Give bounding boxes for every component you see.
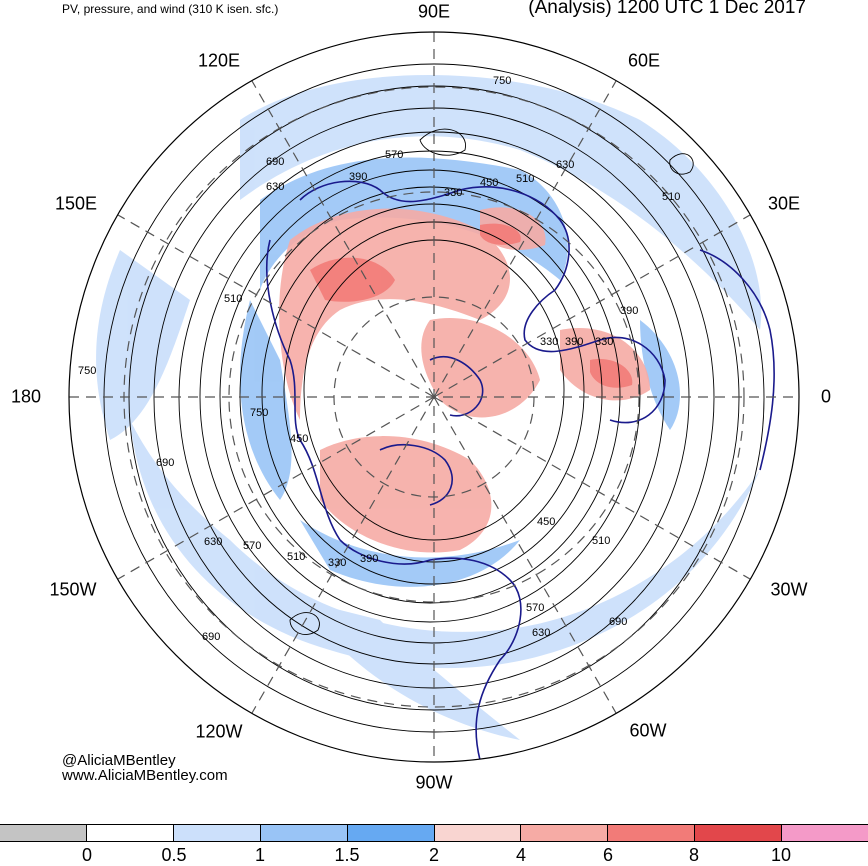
coastlines [265, 180, 775, 761]
colorbar-tick: 0.5 [161, 845, 187, 865]
contour-label: 570 [526, 602, 544, 614]
colorbar-tick: 4 [515, 845, 527, 865]
contour-label: 690 [266, 156, 284, 168]
contour-label: 390 [565, 336, 583, 348]
contour-label: 510 [516, 173, 534, 185]
contour-label: 750 [493, 75, 511, 87]
colorbar-bin [694, 825, 782, 841]
contour-label: 510 [224, 293, 242, 305]
lon-label-90w: 90W [415, 772, 453, 793]
lon-label-150e: 150E [54, 193, 98, 214]
lon-label-30w: 30W [770, 579, 808, 600]
graticule [69, 32, 799, 762]
contour-label: 570 [385, 149, 403, 161]
contour-label: 630 [266, 181, 284, 193]
contour-label: 690 [202, 631, 220, 643]
contour-labels: 750 690 630 390 330 450 510 570 630 510 … [78, 75, 680, 643]
colorbar-bin [172, 825, 260, 841]
map-title: (Analysis) 1200 UTC 1 Dec 2017 [528, 0, 806, 18]
contour-label: 510 [662, 191, 680, 203]
contour-label: 390 [349, 171, 367, 183]
pv-shading-low [96, 75, 762, 740]
colorbar-bin [433, 825, 521, 841]
colorbar [0, 824, 868, 842]
colorbar-tick: 6 [602, 845, 614, 865]
colorbar-bin [781, 825, 868, 841]
lon-label-120e: 120E [197, 50, 241, 71]
contour-label: 630 [556, 159, 574, 171]
contour-label: 570 [243, 540, 261, 552]
contour-label: 690 [156, 457, 174, 469]
contour-label: 390 [620, 305, 638, 317]
colorbar-tick: 2 [428, 845, 440, 865]
contour-label: 510 [287, 551, 305, 563]
lon-label-60w: 60W [629, 720, 667, 741]
contour-label: 390 [360, 553, 378, 565]
lon-label-120w: 120W [195, 721, 243, 742]
colorbar-bin [259, 825, 347, 841]
colorbar-tick: 1 [254, 845, 266, 865]
colorbar-tick: 8 [688, 845, 700, 865]
colorbar-bin [346, 825, 434, 841]
colorbar-bin [85, 825, 173, 841]
colorbar-bin [520, 825, 608, 841]
lon-label-90e: 90E [417, 1, 451, 22]
pv-shading-mid [240, 157, 680, 587]
contour-label: 750 [250, 407, 268, 419]
contour-label: 450 [537, 516, 555, 528]
contour-label: 510 [592, 535, 610, 547]
contour-label: 330 [540, 336, 558, 348]
lon-label-30e: 30E [767, 193, 801, 214]
contour-label: 690 [609, 616, 627, 628]
contour-label: 330 [328, 557, 346, 569]
colorbar-bin [607, 825, 695, 841]
contour-label: 330 [444, 187, 462, 199]
colorbar-tick: 0 [81, 845, 93, 865]
colorbar-tick: 10 [770, 845, 792, 865]
lon-label-150w: 150W [49, 579, 97, 600]
colorbar-bin [0, 825, 86, 841]
map-subtitle: PV, pressure, and wind (310 K isen. sfc.… [62, 2, 279, 16]
contour-label: 750 [78, 365, 96, 377]
contour-label: 450 [480, 177, 498, 189]
contour-label: 630 [204, 536, 222, 548]
polar-map: 750 690 630 390 330 450 510 570 630 510 … [68, 31, 800, 763]
contour-label: 630 [532, 627, 550, 639]
credit-handle: @AliciaMBentley [62, 752, 176, 769]
colorbar-tick: 1.5 [334, 845, 360, 865]
credit-website[interactable]: www.AliciaMBentley.com [62, 767, 228, 784]
contour-label: 450 [290, 433, 308, 445]
lon-label-60e: 60E [627, 50, 661, 71]
contour-label: 330 [595, 336, 613, 348]
lon-label-180: 180 [10, 386, 42, 407]
lon-label-0: 0 [820, 386, 832, 407]
